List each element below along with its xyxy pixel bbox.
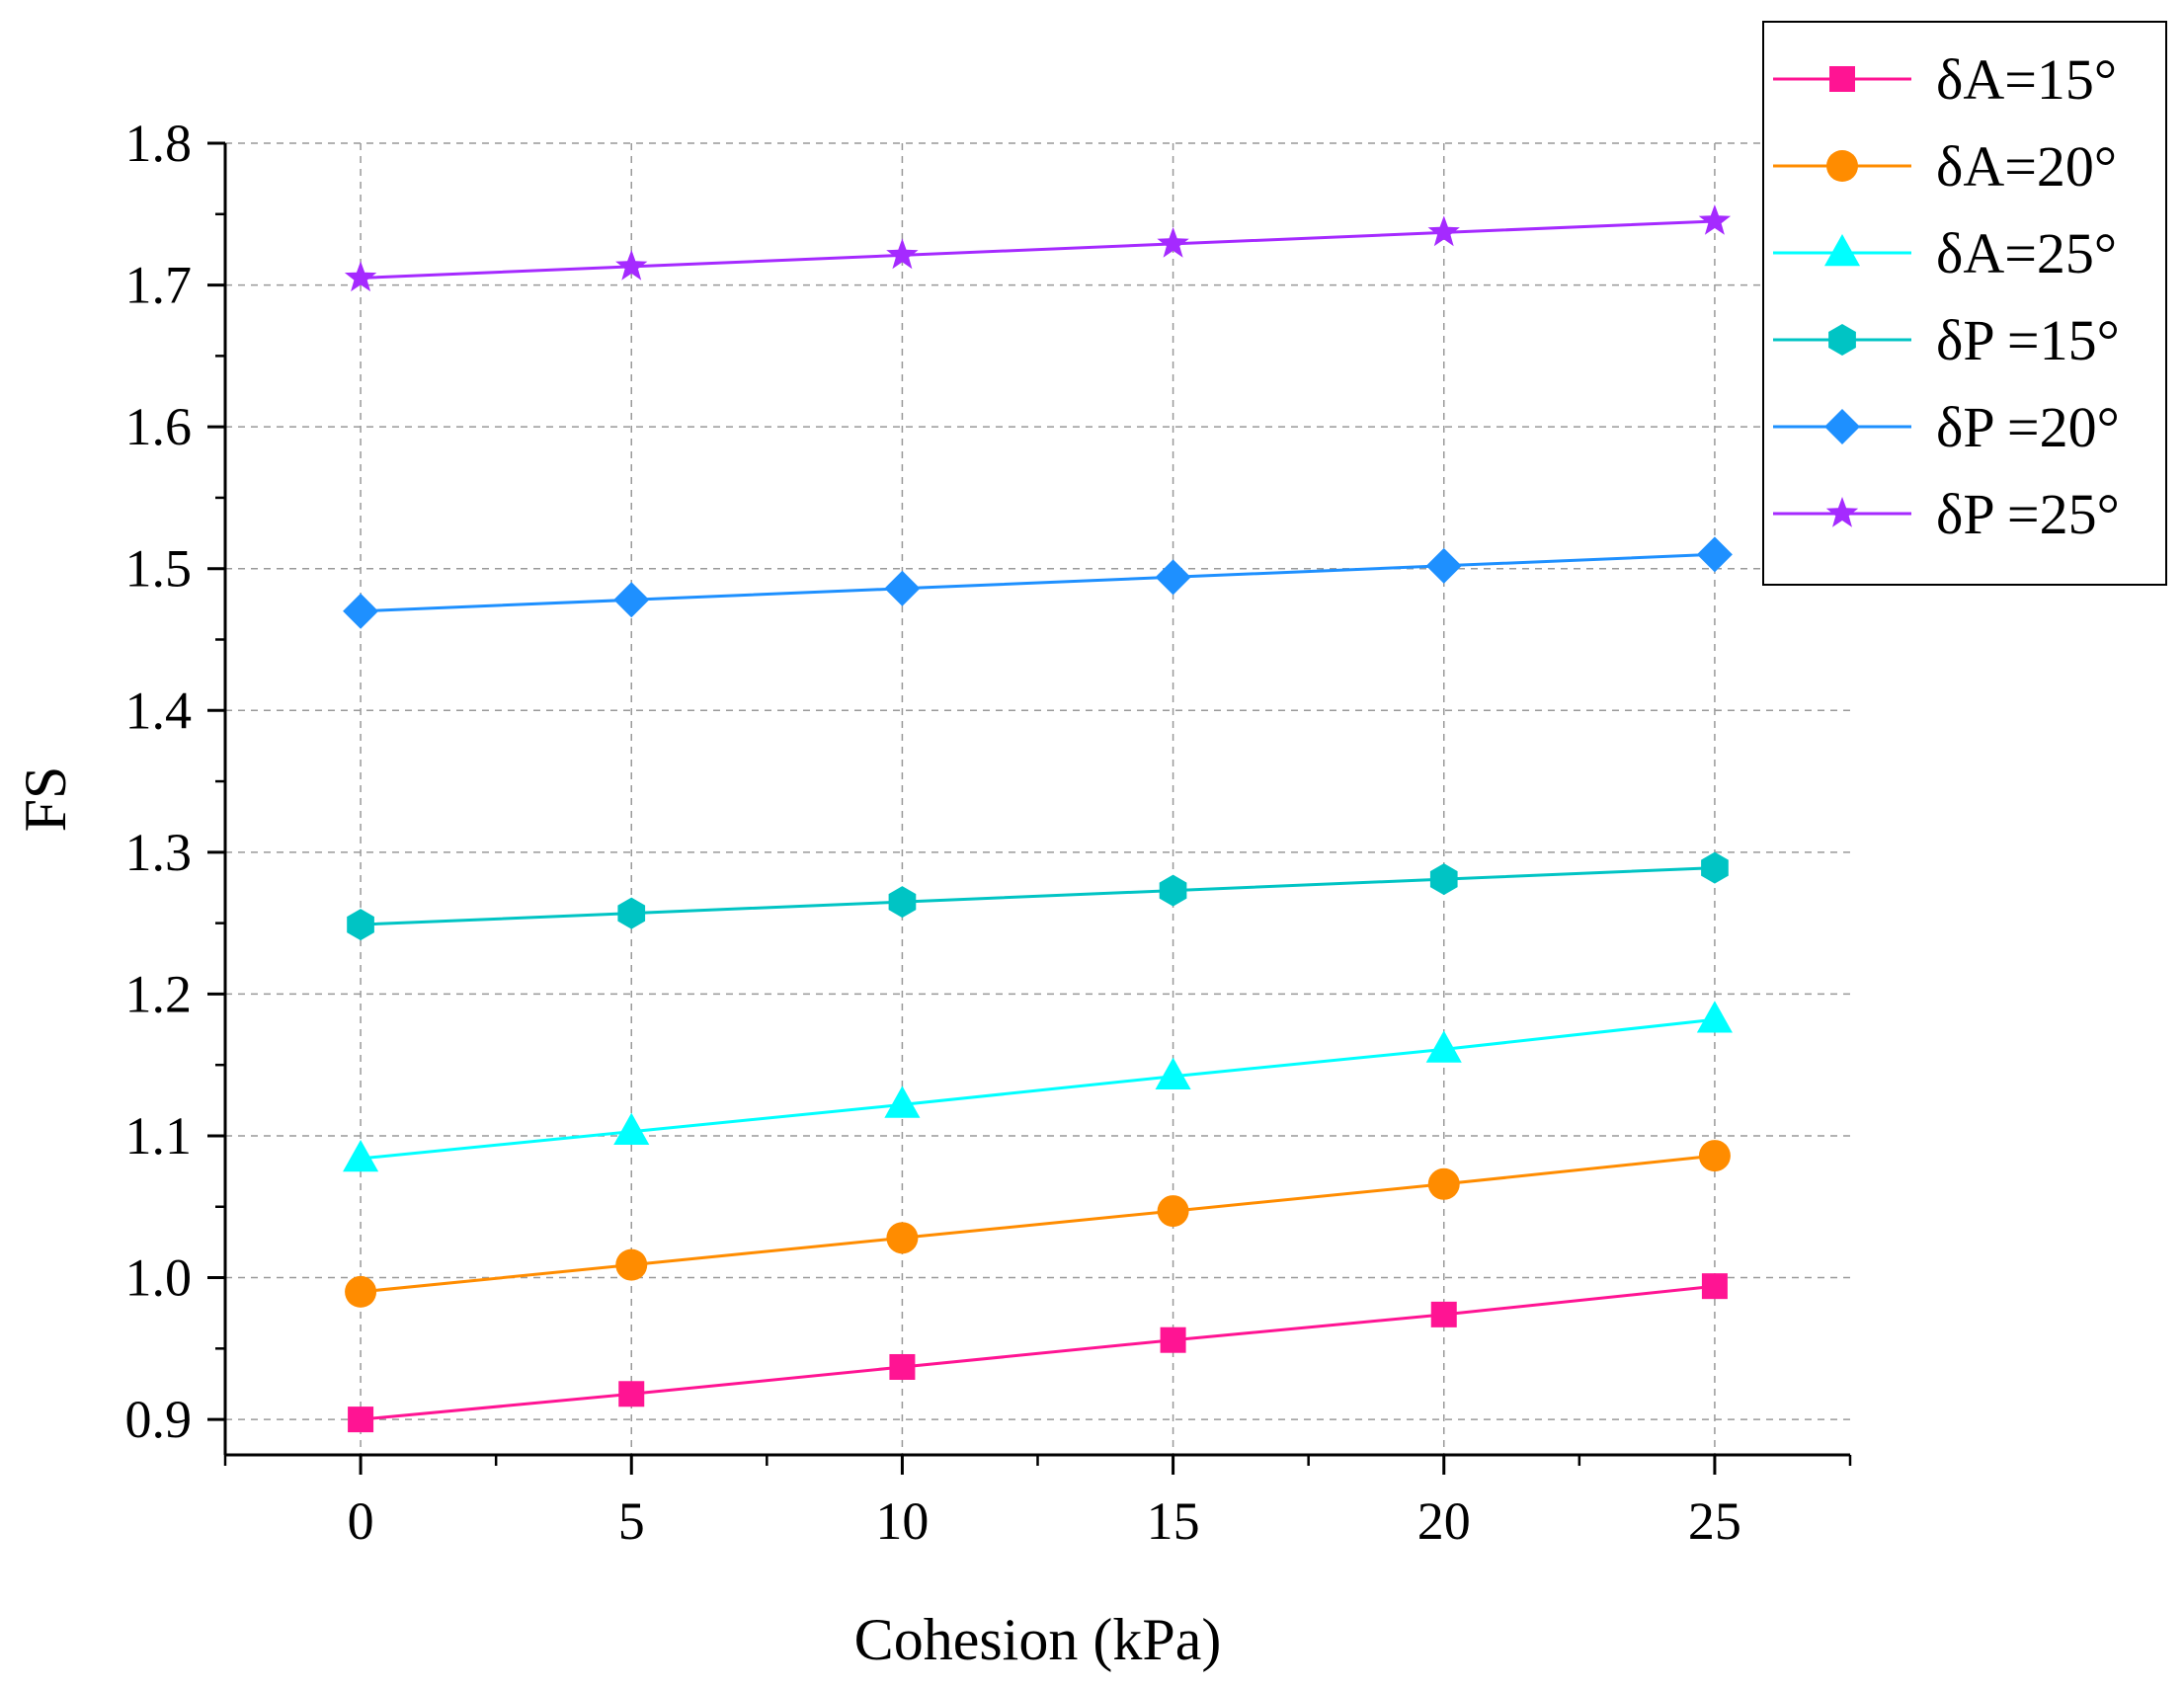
data-point bbox=[348, 1407, 374, 1433]
series-line bbox=[361, 219, 1715, 280]
legend-box bbox=[1762, 21, 2167, 586]
grid-lines bbox=[225, 142, 1850, 1455]
data-point bbox=[1159, 874, 1187, 907]
series-line bbox=[360, 1284, 1716, 1421]
legend-marker bbox=[1823, 234, 1861, 267]
series-line bbox=[361, 552, 1715, 613]
legend-label: δA=15° bbox=[1936, 47, 2117, 112]
x-tick-label: 20 bbox=[1417, 1491, 1471, 1551]
legend-marker bbox=[1828, 324, 1856, 356]
series-2 bbox=[345, 1140, 1731, 1308]
data-point bbox=[1425, 547, 1462, 584]
series-1 bbox=[348, 1273, 1728, 1433]
x-tick-label: 15 bbox=[1147, 1491, 1200, 1551]
data-point bbox=[343, 1139, 379, 1172]
series-4 bbox=[347, 851, 1729, 941]
data-point bbox=[343, 593, 379, 629]
x-tick-label: 5 bbox=[618, 1491, 645, 1551]
data-point bbox=[884, 570, 921, 606]
y-tick-label: 1.3 bbox=[125, 823, 193, 882]
data-point bbox=[1155, 559, 1191, 596]
data-point bbox=[1427, 1167, 1460, 1200]
y-tick-label: 1.4 bbox=[125, 681, 193, 740]
legend-marker bbox=[1826, 150, 1858, 182]
data-point bbox=[1430, 1301, 1457, 1327]
y-tick-label: 1.2 bbox=[125, 964, 193, 1023]
legend-item: δP =20° bbox=[1773, 395, 2120, 459]
y-tick-label: 1.7 bbox=[125, 256, 193, 315]
data-point bbox=[344, 261, 377, 292]
x-tick-label: 0 bbox=[348, 1491, 374, 1551]
data-point bbox=[1425, 1030, 1462, 1063]
data-point bbox=[347, 909, 374, 941]
data-point bbox=[617, 897, 646, 929]
legend-marker bbox=[1825, 497, 1859, 527]
legend-label: δP =15° bbox=[1936, 308, 2120, 372]
data-point bbox=[613, 1112, 650, 1145]
y-tick-label: 1.5 bbox=[125, 539, 193, 599]
data-point bbox=[618, 1381, 645, 1407]
data-point bbox=[1701, 851, 1729, 884]
y-tick-label: 1.1 bbox=[125, 1106, 193, 1166]
x-axis-title: Cohesion (kPa) bbox=[854, 1607, 1222, 1672]
legend-marker bbox=[1829, 66, 1855, 92]
series-3 bbox=[343, 1001, 1733, 1172]
data-point bbox=[1701, 1273, 1728, 1300]
series-line bbox=[361, 866, 1715, 926]
data-point bbox=[1160, 1326, 1186, 1353]
data-point bbox=[886, 1222, 919, 1254]
data-point bbox=[1698, 204, 1732, 235]
legend-item: δP =15° bbox=[1773, 308, 2120, 372]
series-5 bbox=[343, 536, 1733, 629]
legend-marker bbox=[1824, 409, 1860, 444]
x-tick-label: 25 bbox=[1688, 1491, 1741, 1551]
y-tick-label: 1.8 bbox=[125, 114, 193, 173]
legend-item: δA=25° bbox=[1773, 221, 2117, 285]
data-point bbox=[884, 1085, 921, 1118]
data-point bbox=[1696, 536, 1733, 573]
legend-label: δA=20° bbox=[1936, 134, 2117, 199]
legend: δA=15° δA=20° δA=25° δP =15° δP =20° δP =25° bbox=[1762, 21, 2167, 586]
y-axis-title: FS bbox=[13, 766, 78, 833]
data-point bbox=[1696, 1001, 1733, 1033]
data-point bbox=[889, 1353, 916, 1380]
legend-label: δP =20° bbox=[1936, 395, 2120, 459]
y-tick-label: 1.6 bbox=[125, 397, 193, 456]
data-point bbox=[1157, 1195, 1189, 1228]
legend-item: δA=15° bbox=[1773, 47, 2117, 112]
axes: 0.9 1.0 1.1 1.2 1.3 1.4 1.5 1.6 1.7 1.8 0 5 10 15 20 25… bbox=[13, 114, 1852, 1672]
x-tick-label: 10 bbox=[875, 1491, 929, 1551]
legend-item: δA=20° bbox=[1773, 134, 2117, 199]
data-point bbox=[345, 1275, 377, 1308]
data-point bbox=[1157, 226, 1189, 258]
series-6 bbox=[344, 204, 1732, 292]
data-point bbox=[1427, 215, 1460, 247]
legend-item: δP =25° bbox=[1773, 482, 2120, 546]
data-point bbox=[1429, 863, 1458, 896]
data-point bbox=[613, 582, 650, 618]
legend-label: δA=25° bbox=[1936, 221, 2117, 285]
data-point bbox=[615, 249, 648, 281]
data-series bbox=[343, 204, 1733, 1433]
data-point bbox=[886, 238, 919, 270]
data-point bbox=[615, 1248, 648, 1281]
legend-label: δP =25° bbox=[1936, 482, 2120, 546]
data-point bbox=[888, 886, 917, 919]
series-line bbox=[360, 1154, 1716, 1294]
data-point bbox=[1698, 1140, 1731, 1172]
series-line bbox=[360, 1017, 1716, 1161]
y-tick-label: 0.9 bbox=[125, 1390, 193, 1449]
y-tick-label: 1.0 bbox=[125, 1248, 193, 1308]
data-point bbox=[1155, 1057, 1191, 1089]
